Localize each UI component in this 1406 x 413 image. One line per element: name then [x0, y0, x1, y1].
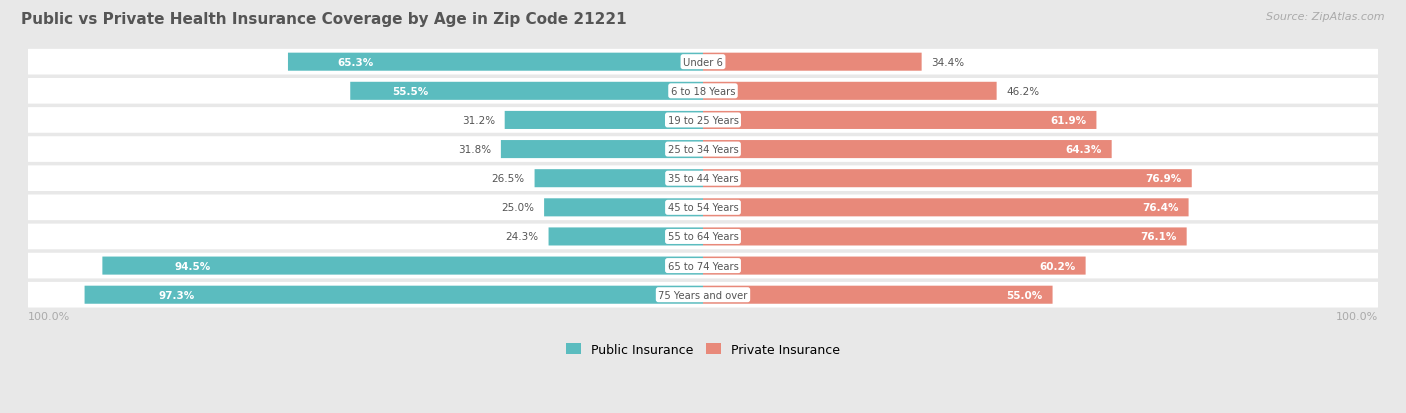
Text: 76.9%: 76.9%	[1146, 174, 1182, 184]
FancyBboxPatch shape	[703, 170, 1192, 188]
FancyBboxPatch shape	[28, 166, 1378, 192]
Text: 19 to 25 Years: 19 to 25 Years	[668, 116, 738, 126]
Text: 31.2%: 31.2%	[461, 116, 495, 126]
FancyBboxPatch shape	[505, 112, 703, 130]
Text: 31.8%: 31.8%	[458, 145, 491, 155]
Text: 65 to 74 Years: 65 to 74 Years	[668, 261, 738, 271]
Text: 6 to 18 Years: 6 to 18 Years	[671, 87, 735, 97]
Text: 46.2%: 46.2%	[1007, 87, 1039, 97]
Text: 100.0%: 100.0%	[28, 311, 70, 321]
Text: 76.1%: 76.1%	[1140, 232, 1177, 242]
FancyBboxPatch shape	[28, 79, 1378, 104]
FancyBboxPatch shape	[28, 195, 1378, 221]
FancyBboxPatch shape	[703, 199, 1188, 217]
Text: Source: ZipAtlas.com: Source: ZipAtlas.com	[1267, 12, 1385, 22]
Text: Public vs Private Health Insurance Coverage by Age in Zip Code 21221: Public vs Private Health Insurance Cover…	[21, 12, 627, 27]
Legend: Public Insurance, Private Insurance: Public Insurance, Private Insurance	[561, 338, 845, 361]
FancyBboxPatch shape	[28, 224, 1378, 250]
Text: 35 to 44 Years: 35 to 44 Years	[668, 174, 738, 184]
FancyBboxPatch shape	[350, 83, 703, 101]
FancyBboxPatch shape	[703, 286, 1053, 304]
FancyBboxPatch shape	[28, 282, 1378, 308]
Text: 76.4%: 76.4%	[1142, 203, 1178, 213]
FancyBboxPatch shape	[703, 83, 997, 101]
FancyBboxPatch shape	[703, 141, 1112, 159]
FancyBboxPatch shape	[703, 54, 922, 71]
Text: 75 Years and over: 75 Years and over	[658, 290, 748, 300]
Text: 100.0%: 100.0%	[1336, 311, 1378, 321]
Text: 25.0%: 25.0%	[502, 203, 534, 213]
FancyBboxPatch shape	[534, 170, 703, 188]
Text: 55.0%: 55.0%	[1007, 290, 1043, 300]
Text: 97.3%: 97.3%	[159, 290, 195, 300]
FancyBboxPatch shape	[28, 50, 1378, 75]
FancyBboxPatch shape	[544, 199, 703, 217]
Text: Under 6: Under 6	[683, 57, 723, 67]
FancyBboxPatch shape	[103, 257, 703, 275]
Text: 45 to 54 Years: 45 to 54 Years	[668, 203, 738, 213]
FancyBboxPatch shape	[501, 141, 703, 159]
Text: 65.3%: 65.3%	[337, 57, 374, 67]
Text: 24.3%: 24.3%	[506, 232, 538, 242]
FancyBboxPatch shape	[28, 108, 1378, 133]
Text: 64.3%: 64.3%	[1066, 145, 1102, 155]
FancyBboxPatch shape	[548, 228, 703, 246]
FancyBboxPatch shape	[28, 253, 1378, 279]
Text: 55 to 64 Years: 55 to 64 Years	[668, 232, 738, 242]
Text: 26.5%: 26.5%	[492, 174, 524, 184]
Text: 61.9%: 61.9%	[1050, 116, 1087, 126]
FancyBboxPatch shape	[703, 257, 1085, 275]
Text: 55.5%: 55.5%	[392, 87, 429, 97]
FancyBboxPatch shape	[703, 228, 1187, 246]
FancyBboxPatch shape	[288, 54, 703, 71]
Text: 94.5%: 94.5%	[174, 261, 211, 271]
Text: 25 to 34 Years: 25 to 34 Years	[668, 145, 738, 155]
FancyBboxPatch shape	[28, 137, 1378, 162]
Text: 60.2%: 60.2%	[1039, 261, 1076, 271]
FancyBboxPatch shape	[703, 112, 1097, 130]
Text: 34.4%: 34.4%	[931, 57, 965, 67]
FancyBboxPatch shape	[84, 286, 703, 304]
